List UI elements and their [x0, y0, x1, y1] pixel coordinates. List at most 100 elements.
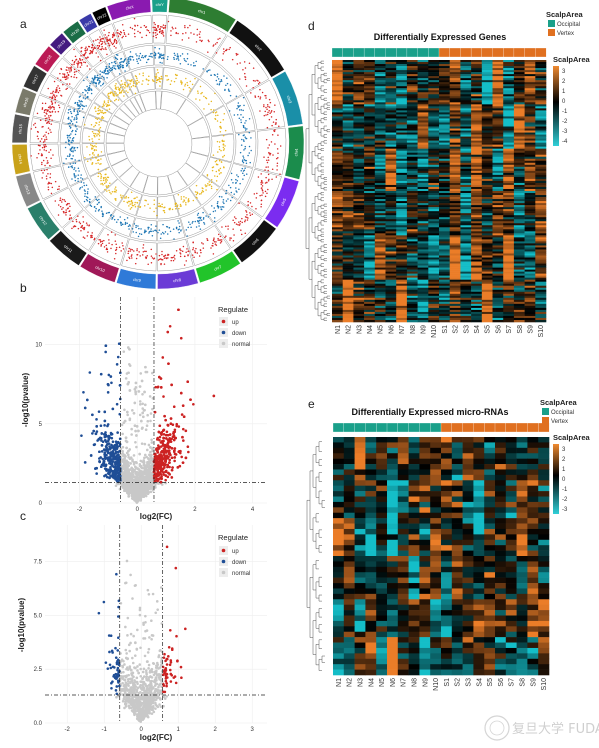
legend-label-down: down	[232, 331, 246, 337]
heatmap-mirnas: Differentially Expressed micro-RNAs N1 N2…	[306, 398, 591, 691]
volcano-plot-b: -2 0 2 4 0 5 10 log2(FC) -log10(pvalue) Regul…	[21, 297, 267, 521]
sample-label-N5: N5	[379, 678, 386, 687]
chromosome-band-chr16	[15, 87, 37, 116]
scalparea-label-occipital: Occipital	[557, 22, 580, 28]
heatmap-genes-scale-title: ScalpArea	[553, 55, 591, 64]
university-watermark: 复旦大学 FUDAN UNIVERSITY	[484, 715, 599, 741]
sample-label-N10: N10	[431, 325, 438, 338]
he-color-tick: 2	[562, 457, 566, 463]
chromosome-band-chr20	[62, 20, 87, 44]
sample-label-N6: N6	[390, 678, 397, 687]
panel-letter-d: d	[308, 19, 315, 33]
chromosome-band-chrY	[151, 0, 168, 13]
chromosome-label-chr19: chr19	[56, 38, 67, 49]
heatmap-genes-sample-labels: N1 N2 N3 N4 N5 N6 N7 N8 N9 N10 S1 S2 S3 S4 S5 S6 S7 S8 S9 S…	[335, 325, 545, 338]
legend-key-up	[221, 548, 226, 553]
sample-label-S8: S8	[520, 678, 527, 687]
sample-label-N2: N2	[347, 678, 354, 687]
sample-label-S3: S3	[466, 678, 473, 687]
vc-xtick-label: 1	[177, 727, 181, 733]
vc-xtick-label: -1	[102, 727, 108, 733]
sample-label-N10: N10	[433, 678, 440, 691]
panel-letter-b: b	[20, 281, 27, 295]
volcano-b-x-axis-title: log2(FC)	[140, 512, 173, 521]
sample-label-S5: S5	[485, 325, 492, 334]
sample-label-S10: S10	[541, 678, 548, 691]
vb-ytick-label: 5	[39, 422, 43, 428]
chromosome-band-chr7	[195, 250, 241, 284]
vc-xtick-label: 2	[214, 727, 218, 733]
chromosome-label-chr11: chr11	[63, 243, 74, 254]
volcano-c-grid	[45, 525, 267, 724]
chromosome-band-chr4	[284, 125, 305, 180]
chromosome-band-chr19	[49, 32, 73, 56]
hd-color-tick: -3	[562, 129, 568, 135]
hd-color-tick: -4	[562, 139, 568, 145]
scalparea-key-vertex	[548, 29, 555, 36]
chromosome-label-chr22: chr22	[96, 12, 108, 21]
volcano-c-legend-title: Regulate	[218, 533, 248, 542]
volcano-c-threshold-lines	[45, 525, 267, 723]
chromosome-label-chr17: chr17	[31, 73, 40, 85]
panel-letter-a: a	[20, 17, 27, 31]
chromosome-band-chr11	[49, 230, 88, 266]
chromosome-label-chr7: chr7	[213, 264, 223, 272]
legend-label-up: up	[232, 320, 239, 326]
chromosome-band-chrX	[106, 0, 152, 21]
scalparea-label-vertex: Vertex	[551, 419, 568, 425]
volcano-c-y-axis-title: -log10(pvalue)	[17, 598, 26, 653]
chromosome-band-chr3	[271, 71, 304, 127]
heatmap-mirnas-scalparea-title: ScalpArea	[540, 398, 578, 407]
vc-xtick-label: -2	[65, 727, 71, 733]
vb-ytick-label: 0	[39, 501, 43, 507]
scalparea-label-occipital: Occipital	[551, 410, 574, 416]
chromosome-band-chr15	[11, 113, 30, 144]
sample-label-N6: N6	[388, 325, 395, 334]
sample-label-N2: N2	[346, 325, 353, 334]
hd-color-scale-bar	[553, 66, 559, 146]
sample-label-N1: N1	[336, 678, 343, 687]
he-color-tick: -2	[562, 497, 568, 503]
chromosome-band-chr6	[232, 219, 277, 263]
chromosome-band-chr10	[79, 253, 120, 283]
sample-label-S7: S7	[509, 678, 516, 687]
heatmap-genes-scalparea-title: ScalpArea	[546, 10, 584, 19]
chromosome-band-chr14	[11, 144, 31, 175]
chromosome-label-chr5: chr5	[279, 197, 287, 207]
sample-label-N3: N3	[356, 325, 363, 334]
legend-key-down	[221, 559, 226, 564]
chromosome-label-chr3: chr3	[286, 95, 293, 105]
chromosome-label-chr20: chr20	[69, 27, 81, 37]
volcano-b-plot-area	[45, 297, 267, 503]
chromosome-band-chr22	[91, 6, 112, 27]
sample-label-S1: S1	[442, 325, 449, 334]
volcano-b-threshold-lines	[45, 297, 267, 503]
circos-track	[63, 46, 252, 240]
chromosome-label-chr16: chr16	[22, 96, 30, 108]
chromosome-label-chr21: chr21	[83, 18, 95, 28]
sample-label-S6: S6	[495, 325, 502, 334]
chromosome-label-chr8: chr8	[173, 277, 182, 283]
vb-xtick-label: 4	[251, 507, 255, 513]
sample-label-N7: N7	[401, 678, 408, 687]
sample-label-N8: N8	[412, 678, 419, 687]
sample-label-N1: N1	[335, 325, 342, 334]
chromosome-label-chr10: chr10	[94, 264, 106, 273]
chromosome-band-chr21	[78, 13, 98, 34]
sample-label-N7: N7	[399, 325, 406, 334]
sample-label-N9: N9	[420, 325, 427, 334]
chromosome-band-chr13	[15, 172, 41, 208]
he-color-tick: 1	[562, 467, 566, 473]
heatmap-mirnas-legend: ScalpArea ScalpArea Occipital Vertex 3 2 1 0 -…	[540, 398, 591, 514]
heatmap-genes-group-bar	[331, 47, 547, 58]
sample-label-S8: S8	[517, 325, 524, 334]
heatmap-mirnas-title: Differentially Expressed micro-RNAs	[351, 407, 508, 417]
heatmap-genes-dendrogram	[305, 60, 330, 321]
legend-label-up: up	[232, 549, 239, 555]
sample-label-S4: S4	[476, 678, 483, 687]
sample-label-S9: S9	[530, 678, 537, 687]
panel-letter-e: e	[308, 397, 315, 411]
heatmap-genes-cells	[332, 60, 547, 323]
circos-plot: chr1 chr2 chr3 chr4 chr5 chr6 chr7 chr8 chr9 chr1…	[11, 0, 305, 290]
